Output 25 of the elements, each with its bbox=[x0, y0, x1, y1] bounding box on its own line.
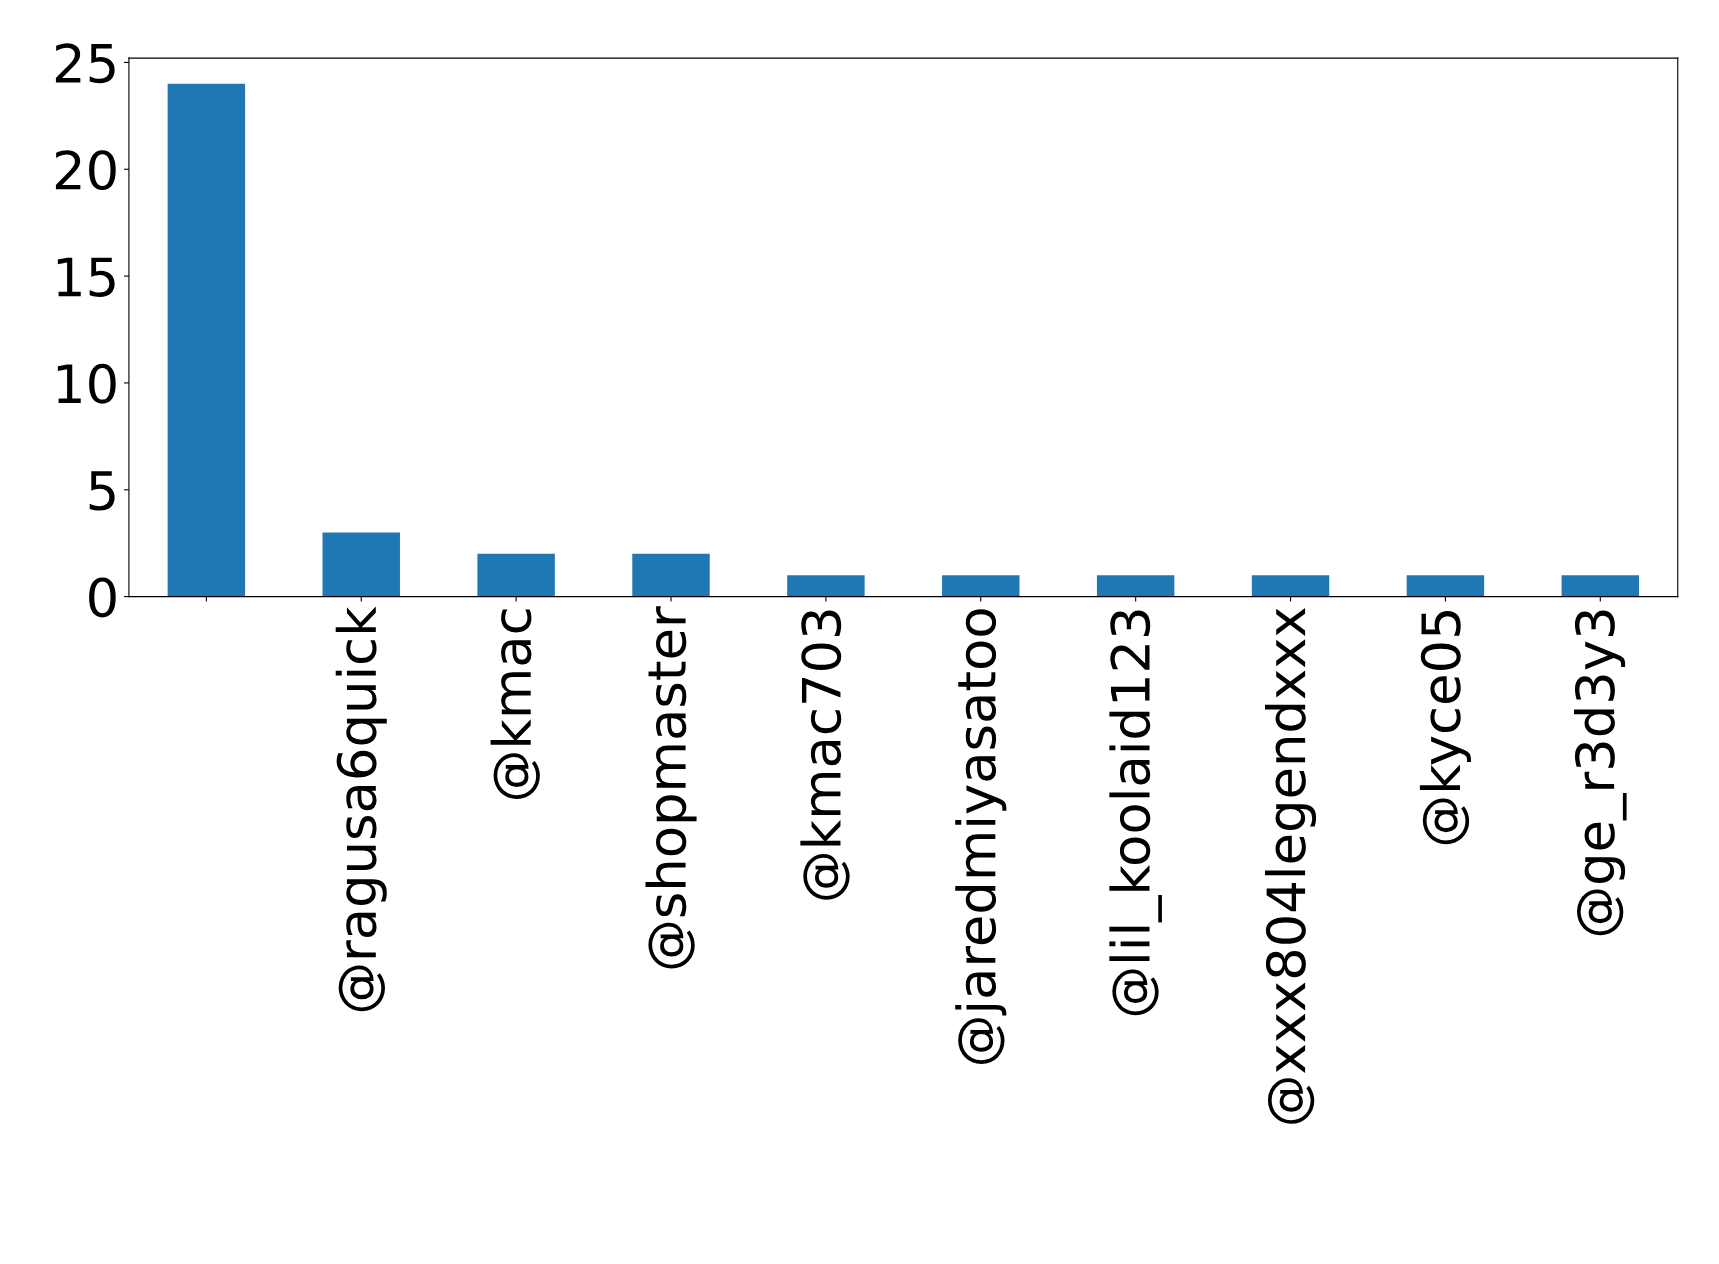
x-tick-label: @jaredmiyasatoo bbox=[955, 609, 1007, 1064]
bar bbox=[322, 532, 400, 597]
y-tick-label: 0 bbox=[89, 577, 116, 618]
bar bbox=[1561, 575, 1640, 597]
bar bbox=[1096, 575, 1175, 597]
x-tick-label: @shopmaster bbox=[645, 606, 697, 969]
bar bbox=[1406, 575, 1485, 597]
y-tick-label: 15 bbox=[57, 257, 115, 297]
x-tick-label: @xxx804legendxxx bbox=[1265, 608, 1317, 1124]
bar bbox=[787, 575, 865, 597]
bar bbox=[632, 553, 710, 597]
bar bbox=[1251, 575, 1330, 597]
x-tick-label: @kyce05 bbox=[1419, 610, 1471, 845]
bar bbox=[167, 83, 246, 597]
y-tick-label: 20 bbox=[55, 150, 116, 191]
x-tick-label: @lil_koolaid123 bbox=[1109, 610, 1162, 1016]
y-tick-label: 25 bbox=[55, 43, 115, 84]
x-tick-label: @kmac703 bbox=[800, 610, 850, 900]
bar bbox=[942, 575, 1020, 597]
x-tick-label: @kmac bbox=[490, 609, 540, 799]
x-tick-label: @ragusa6quick bbox=[335, 606, 387, 1012]
y-tick-label: 5 bbox=[89, 471, 115, 511]
x-tick-label: @ge_r3d3y3 bbox=[1574, 610, 1627, 936]
bar bbox=[477, 553, 555, 597]
y-tick-label: 10 bbox=[57, 363, 116, 404]
